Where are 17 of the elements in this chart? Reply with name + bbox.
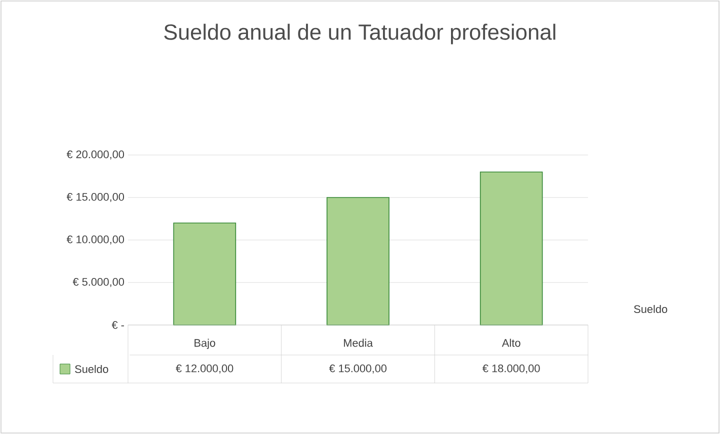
data-label: € 18.000,00 — [482, 364, 540, 374]
legend-label: Sueldo — [75, 364, 108, 374]
y-tick-label: € - — [112, 321, 124, 329]
y-tick-label: € 20.000,00 — [66, 150, 124, 160]
x-tick-label: Bajo — [194, 338, 216, 349]
chart-title: Sueldo anual de un Tatuador profesional — [164, 24, 556, 44]
data-label: € 15.000,00 — [329, 364, 386, 374]
bar — [173, 222, 236, 326]
bar — [480, 172, 543, 326]
y-tick-label: € 10.000,00 — [66, 235, 124, 245]
x-tick-label: Alto — [502, 338, 520, 347]
data-label: € 12.000,00 — [176, 364, 234, 374]
y-tick-label: € 5.000,00 — [72, 278, 124, 288]
bar — [326, 197, 390, 326]
text: Sueldo — [634, 304, 668, 314]
y-tick-label: € 15.000,00 — [66, 192, 124, 202]
x-tick-label: Media — [344, 338, 373, 347]
